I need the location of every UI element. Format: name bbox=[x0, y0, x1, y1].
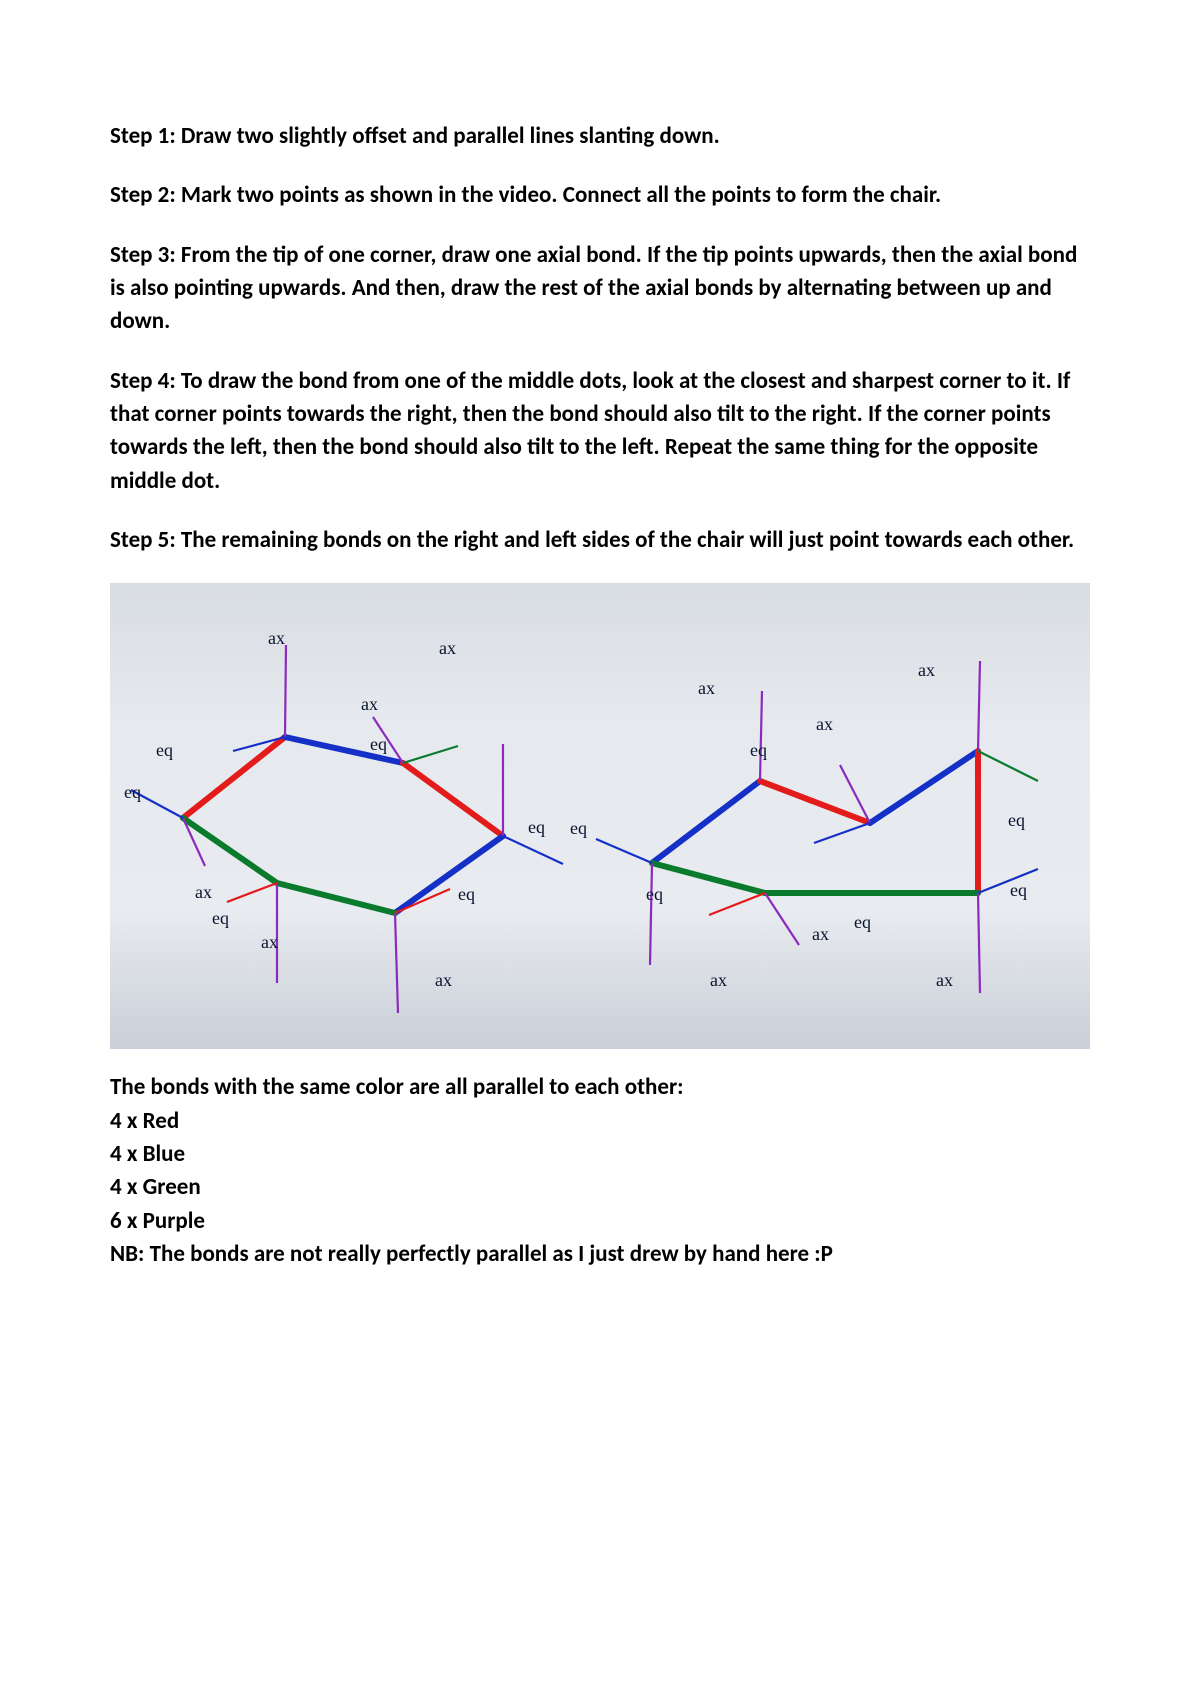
bond-label: ax bbox=[268, 629, 285, 647]
post-line-3: 6 x Purple bbox=[110, 1205, 1090, 1238]
bond-label: ax bbox=[439, 639, 456, 657]
step-4: Step 4: To draw the bond from one of the… bbox=[110, 365, 1090, 498]
step-5: Step 5: The remaining bonds on the right… bbox=[110, 524, 1090, 557]
step-2: Step 2: Mark two points as shown in the … bbox=[110, 179, 1090, 212]
bond-label: eq bbox=[1008, 811, 1025, 829]
bond-label: ax bbox=[261, 933, 278, 951]
bond-label: ax bbox=[816, 715, 833, 733]
bond-label: eq bbox=[458, 885, 475, 903]
bond-label: eq bbox=[646, 885, 663, 903]
bond-label: ax bbox=[195, 883, 212, 901]
bond-label: eq bbox=[1010, 881, 1027, 899]
bond-label: eq bbox=[370, 735, 387, 753]
bond-label: ax bbox=[936, 971, 953, 989]
post-line-4: NB: The bonds are not really perfectly p… bbox=[110, 1238, 1090, 1271]
step-3: Step 3: From the tip of one corner, draw… bbox=[110, 239, 1090, 339]
bond-label: eq bbox=[124, 783, 141, 801]
bond-label: ax bbox=[812, 925, 829, 943]
post-line-1: 4 x Blue bbox=[110, 1138, 1090, 1171]
bond-label: eq bbox=[528, 818, 545, 836]
bond-label: eq bbox=[156, 741, 173, 759]
bond-label: eq bbox=[570, 819, 587, 837]
bond-label: ax bbox=[361, 695, 378, 713]
post-line-2: 4 x Green bbox=[110, 1171, 1090, 1204]
post-intro: The bonds with the same color are all pa… bbox=[110, 1071, 1090, 1104]
bond-label: ax bbox=[435, 971, 452, 989]
post-line-0: 4 x Red bbox=[110, 1105, 1090, 1138]
bond-label: ax bbox=[698, 679, 715, 697]
step-1: Step 1: Draw two slightly offset and par… bbox=[110, 120, 1090, 153]
bond-label: ax bbox=[918, 661, 935, 679]
bond-label: ax bbox=[710, 971, 727, 989]
bond-label: eq bbox=[854, 913, 871, 931]
chair-diagram: axaxaxaxaxaxeqeqeqeqeqeqaxaxaxaxaxaxeqeq… bbox=[110, 583, 1090, 1049]
bond-label: eq bbox=[212, 909, 229, 927]
bond-label: eq bbox=[750, 741, 767, 759]
